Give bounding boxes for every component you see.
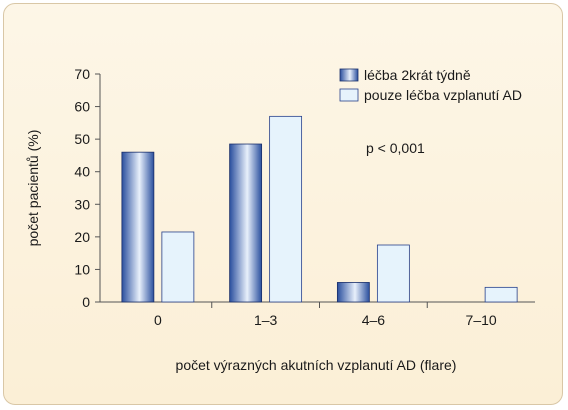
bar-series-2 [269,115,303,303]
bars [121,115,518,303]
bar-series-1 [229,143,263,303]
x-tick-label: 4–6 [362,312,386,328]
bar-series-2 [376,244,410,303]
y-tick-label: 20 [74,229,90,245]
p-value-annotation: p < 0,001 [366,140,425,156]
x-tick-label: 0 [154,312,162,328]
legend: léčba 2krát týdně pouze léčba vzplanutí … [339,67,522,103]
x-category-labels: 0 1–3 4–6 7–10 [154,312,497,328]
y-tick-labels: 0 10 20 30 40 50 60 70 [74,66,90,310]
bar-series-2 [161,231,195,303]
bar-series-1 [336,282,370,303]
y-tick-label: 50 [74,131,90,147]
y-tick-label: 70 [74,66,90,82]
bar-series-1 [121,151,155,303]
y-tick-label: 40 [74,164,90,180]
x-tick-label: 7–10 [466,312,497,328]
y-tick-label: 60 [74,99,90,115]
legend-label-series-2: pouze léčba vzplanutí AD [364,87,522,103]
y-axis-label: počet pacientů (%) [25,130,41,247]
y-tick-label: 0 [82,294,90,310]
x-tick-label: 1–3 [254,312,278,328]
y-tick-label: 30 [74,196,90,212]
y-tick-label: 10 [74,261,90,277]
bar-series-2 [484,286,518,303]
legend-label-series-1: léčba 2krát týdně [364,67,471,83]
axes [95,73,535,308]
x-axis-label: počet výrazných akutních vzplanutí AD (f… [176,357,457,373]
legend-swatch-series-1 [339,68,359,82]
legend-swatch-series-2 [339,88,359,102]
